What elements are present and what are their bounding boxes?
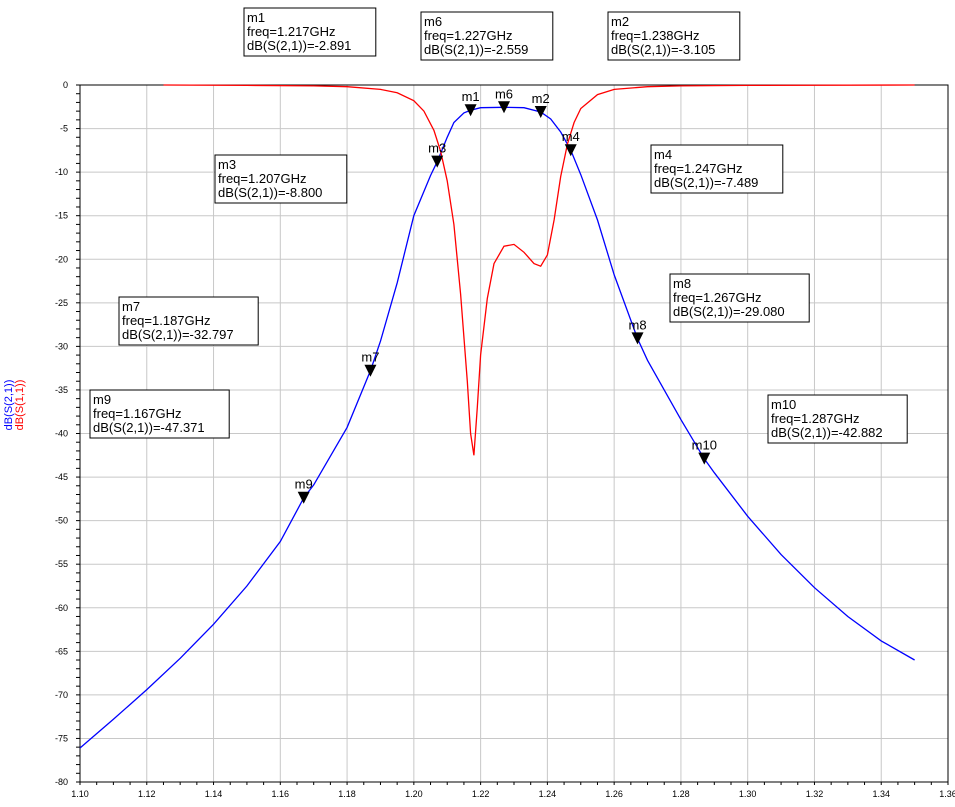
x-tick-label: 1.20 — [405, 789, 423, 799]
marker-m7-label: m7 — [361, 350, 379, 365]
x-tick-label: 1.24 — [539, 789, 557, 799]
y-tick-label: -25 — [55, 298, 68, 308]
readout-m6-line: dB(S(2,1))=-2.559 — [424, 42, 528, 57]
y-axis-labels: dB(S(2,1)) dB(S(1,1)) — [3, 380, 26, 431]
marker-m2-label: m2 — [532, 91, 550, 106]
readout-m4-line: dB(S(2,1))=-7.489 — [654, 175, 758, 190]
y-tick-labels: 0 -5 -10 -15 -20 -25 -30 -35 -40 -45 -50 -55 -60 -65 -… — [55, 80, 68, 787]
x-tick-labels: 1.10 1.12 1.14 1.16 1.18 1.20 1.22 1.24 1.26 1.28… — [71, 789, 955, 799]
x-tick-label: 1.12 — [138, 789, 156, 799]
y-tick-label: -45 — [55, 472, 68, 482]
y-tick-label: -35 — [55, 385, 68, 395]
x-tick-label: 1.26 — [605, 789, 623, 799]
marker-m9-triangle — [297, 491, 310, 504]
marker-m10-label: m10 — [692, 438, 717, 453]
readout-m2-line: dB(S(2,1))=-3.105 — [611, 42, 715, 57]
readout-m3-line: m3 — [218, 157, 236, 172]
series-line-s11 — [163, 84, 915, 456]
readout-m3-line: freq=1.207GHz — [218, 171, 307, 186]
readout-box-m3 — [214, 154, 348, 204]
y-tick-label: -75 — [55, 733, 68, 743]
y-axis-label-s21: dB(S(2,1)) — [3, 380, 15, 431]
y-tick-label: -65 — [55, 646, 68, 656]
readout-box-m2 — [607, 11, 741, 61]
readout-m7-line: m7 — [122, 299, 140, 314]
readout-m10-line: m10 — [771, 397, 796, 412]
marker-m4-label: m4 — [562, 129, 580, 144]
x-tick-label: 1.14 — [205, 789, 223, 799]
marker-m6-label: m6 — [495, 86, 513, 101]
series-lines — [79, 84, 915, 749]
readout-m2-line: m2 — [611, 14, 629, 29]
y-axis-label-s11: dB(S(1,1)) — [14, 380, 26, 431]
marker-m10-triangle — [698, 452, 711, 465]
readout-box-m8 — [669, 273, 810, 323]
y-tick-label: -80 — [55, 777, 68, 787]
y-tick-label: -15 — [55, 211, 68, 221]
readout-m10-line: dB(S(2,1))=-42.882 — [771, 425, 883, 440]
readout-m10-line: freq=1.287GHz — [771, 411, 860, 426]
marker-m3-triangle — [431, 155, 444, 168]
readout-box-m6 — [420, 11, 554, 61]
marker-m8-triangle — [631, 332, 644, 345]
marker-m2-triangle — [534, 106, 547, 119]
x-tick-label: 1.10 — [71, 789, 89, 799]
readout-m4-line: m4 — [654, 147, 672, 162]
series-line-s21 — [79, 106, 915, 749]
readout-m8-line: freq=1.267GHz — [673, 290, 762, 305]
readout-m9-line: m9 — [93, 392, 111, 407]
readout-box-m4 — [650, 144, 784, 194]
marker-m9-label: m9 — [295, 477, 313, 492]
x-tick-label: 1.22 — [472, 789, 490, 799]
x-tick-label: 1.30 — [739, 789, 757, 799]
marker-m3-label: m3 — [428, 141, 446, 156]
marker-m6-triangle — [497, 101, 510, 114]
y-tick-label: -5 — [60, 124, 68, 134]
readout-m6-line: freq=1.227GHz — [424, 28, 513, 43]
readout-box-m7 — [118, 296, 259, 346]
readout-m8-line: m8 — [673, 276, 691, 291]
readout-box-m10 — [767, 394, 908, 444]
y-tick-label: -30 — [55, 341, 68, 351]
y-tick-label: 0 — [63, 80, 68, 90]
marker-m8-label: m8 — [628, 317, 646, 332]
marker-m1-triangle — [464, 104, 477, 117]
readout-m7-line: dB(S(2,1))=-32.797 — [122, 327, 234, 342]
x-tick-label: 1.16 — [272, 789, 290, 799]
readout-m1-line: freq=1.217GHz — [247, 24, 336, 39]
y-tick-label: -70 — [55, 690, 68, 700]
marker-readouts: m1freq=1.217GHzdB(S(2,1))=-2.891m6freq=1… — [89, 7, 908, 444]
marker-m7-triangle — [364, 364, 377, 377]
readout-m3-line: dB(S(2,1))=-8.800 — [218, 185, 322, 200]
plot-frame — [79, 84, 949, 783]
y-tick-label: -20 — [55, 254, 68, 264]
readout-box-m1 — [243, 7, 377, 57]
readout-m1-line: dB(S(2,1))=-2.891 — [247, 38, 351, 53]
readout-m9-line: dB(S(2,1))=-47.371 — [93, 420, 205, 435]
readout-m2-line: freq=1.238GHz — [611, 28, 700, 43]
x-tick-label: 1.32 — [806, 789, 824, 799]
y-tick-label: -60 — [55, 603, 68, 613]
readout-m9-line: freq=1.167GHz — [93, 406, 182, 421]
readout-m8-line: dB(S(2,1))=-29.080 — [673, 304, 785, 319]
readout-box-m9 — [89, 389, 230, 439]
readout-m1-line: m1 — [247, 10, 265, 25]
x-tick-label: 1.36 — [939, 789, 955, 799]
x-tick-label: 1.28 — [672, 789, 690, 799]
x-tick-label: 1.34 — [872, 789, 890, 799]
axes — [76, 84, 949, 785]
readout-m6-line: m6 — [424, 14, 442, 29]
y-tick-label: -55 — [55, 559, 68, 569]
x-tick-label: 1.18 — [338, 789, 356, 799]
markers: m1 m6 m2 m3 m4 m7 m8 m9 m10 — [295, 86, 717, 504]
y-tick-label: -10 — [55, 167, 68, 177]
y-tick-label: -50 — [55, 516, 68, 526]
readout-m7-line: freq=1.187GHz — [122, 313, 211, 328]
readout-m4-line: freq=1.247GHz — [654, 161, 743, 176]
marker-m4-triangle — [564, 144, 577, 157]
marker-m1-label: m1 — [462, 89, 480, 104]
y-tick-label: -40 — [55, 429, 68, 439]
